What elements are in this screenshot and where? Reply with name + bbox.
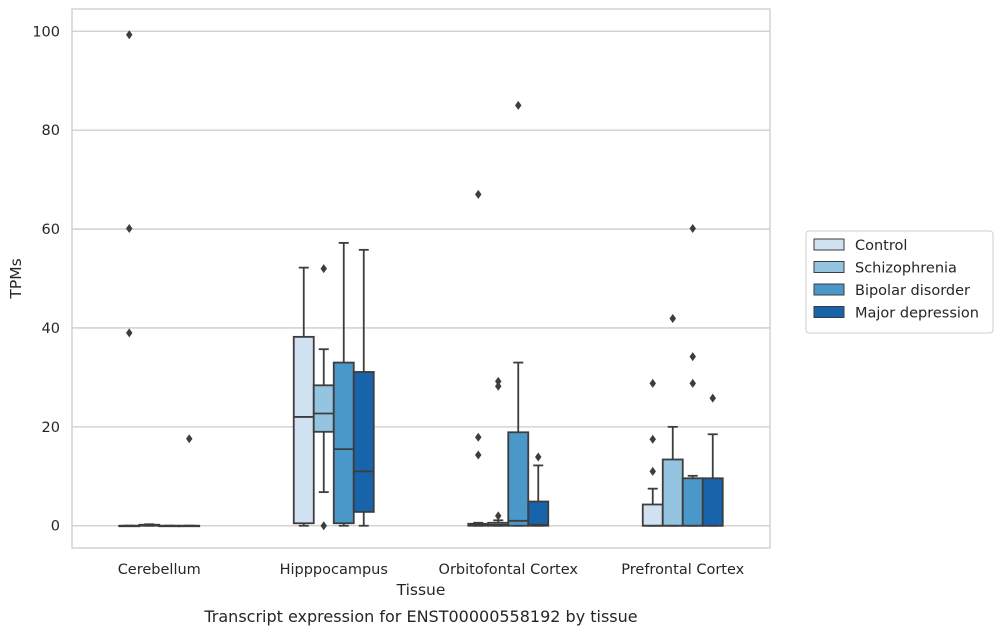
outlier-point (689, 224, 696, 234)
y-tick-label: 20 (42, 420, 60, 436)
box (641, 503, 664, 527)
legend: Control Schizophrenia Bipolar disorder Majo… (805, 230, 994, 334)
box (332, 361, 355, 525)
outlier-point (689, 352, 696, 362)
legend-swatch (813, 261, 845, 273)
grid-lines (72, 30, 770, 527)
y-tick-label: 100 (32, 24, 60, 40)
outlier-point (475, 450, 482, 460)
box (527, 500, 550, 527)
y-axis-label: TPMs (7, 258, 25, 299)
box (681, 477, 704, 527)
legend-swatch (813, 238, 845, 251)
plot-frame (71, 8, 771, 549)
x-axis-label: Tissue (396, 581, 446, 599)
outlier-point (649, 434, 656, 444)
box (312, 384, 335, 433)
outlier-point (475, 432, 482, 442)
y-axis-ticks: 0 20 40 60 80 100 (32, 24, 60, 534)
x-tick-label: Prefrontal Cortex (621, 562, 744, 578)
legend-label: Major depression (855, 306, 979, 322)
legend-swatch (813, 306, 845, 318)
outlier-point (515, 100, 522, 110)
series-schizophrenia (138, 264, 684, 531)
x-tick-label: Orbitofontal Cortex (439, 562, 579, 578)
x-tick-label: Hipppocampus (280, 562, 388, 578)
outlier-point (126, 30, 133, 40)
x-axis-ticks: Cerebellum Hipppocampus Orbitofontal Corte… (118, 562, 745, 578)
outlier-point (320, 264, 327, 274)
box (661, 458, 684, 527)
box-series (118, 30, 724, 531)
outlier-point (649, 466, 656, 476)
series-bipolar-disorder (158, 100, 704, 528)
box (701, 477, 724, 527)
outlier-point (126, 328, 133, 338)
box (507, 431, 530, 527)
box (352, 371, 375, 513)
x-tick-label: Cerebellum (118, 562, 201, 578)
figure-caption: Transcript expression for ENST0000055819… (203, 607, 637, 626)
y-tick-label: 80 (42, 123, 60, 139)
outlier-point (495, 376, 502, 386)
outlier-point (126, 224, 133, 234)
legend-label: Bipolar disorder (855, 283, 970, 299)
series-control (118, 30, 664, 528)
outlier-point (495, 511, 502, 521)
outlier-point (669, 314, 676, 324)
legend-frame (805, 230, 994, 334)
outlier-point (475, 189, 482, 199)
outlier-point (186, 434, 193, 444)
box (292, 335, 315, 525)
y-tick-label: 0 (51, 519, 60, 535)
outlier-point (535, 452, 542, 462)
outlier-point (649, 378, 656, 388)
y-tick-label: 60 (42, 222, 60, 238)
legend-label: Schizophrenia (855, 261, 957, 277)
series-major-depression (178, 248, 724, 528)
legend-swatch (813, 283, 845, 296)
legend-label: Control (855, 238, 907, 254)
outlier-point (709, 393, 716, 403)
outlier-point (495, 381, 502, 391)
outlier-point (320, 521, 327, 531)
y-tick-label: 40 (42, 321, 60, 337)
outlier-point (689, 378, 696, 388)
